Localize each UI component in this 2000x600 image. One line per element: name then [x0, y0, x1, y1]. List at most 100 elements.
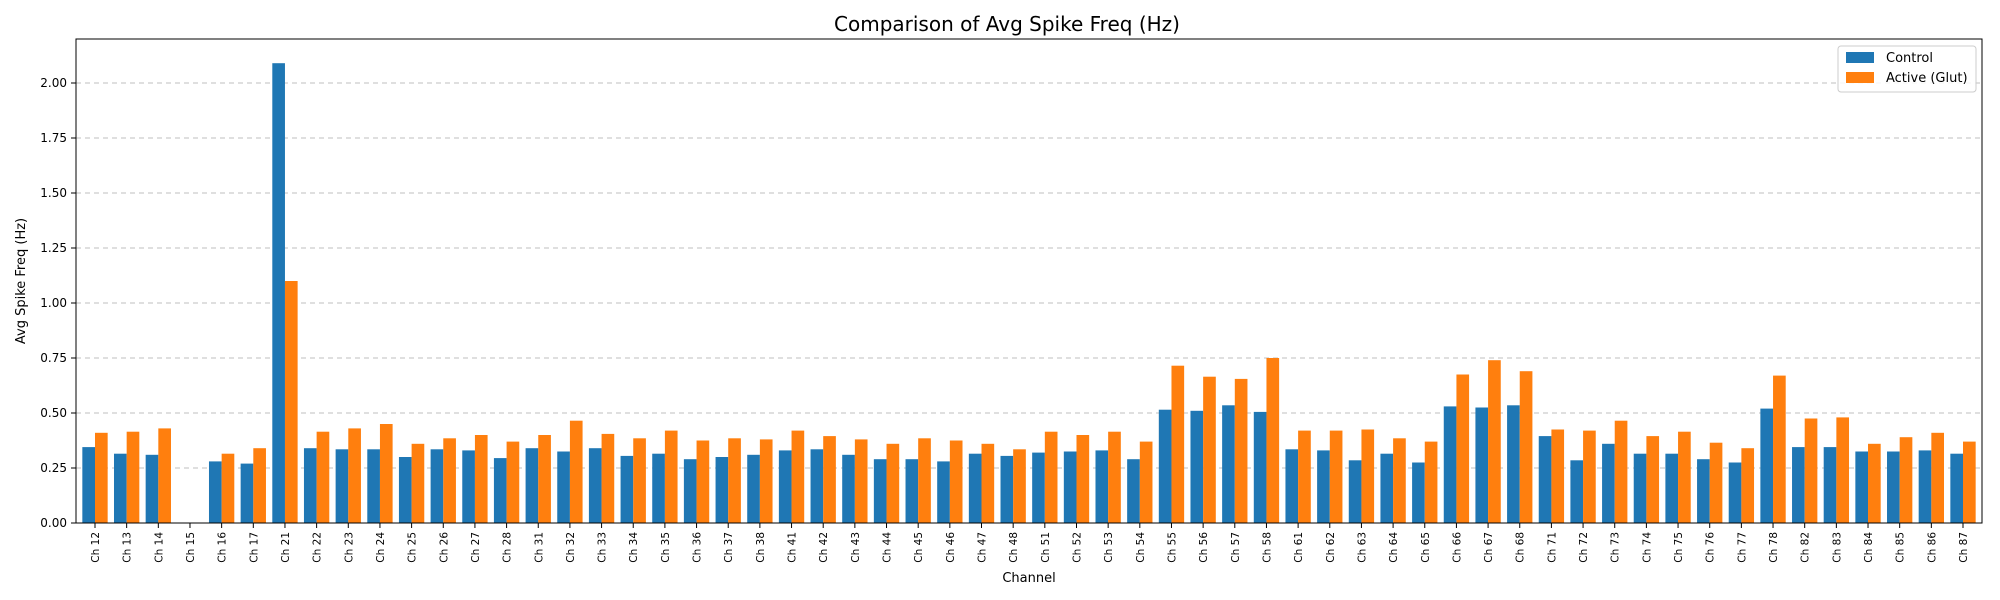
- bar-active-glut: [633, 438, 646, 523]
- y-tick-label: 1.00: [40, 296, 67, 310]
- x-tick-label: Ch 15: [185, 532, 197, 563]
- bar-active-glut: [1709, 442, 1723, 523]
- x-tick-label: Ch 68: [1515, 532, 1527, 563]
- x-tick-label: Ch 72: [1578, 532, 1590, 563]
- bar-active-glut: [94, 432, 108, 523]
- bar-control: [1507, 405, 1520, 523]
- x-tick-label: Ch 71: [1546, 532, 1558, 563]
- x-tick-label: Ch 74: [1641, 532, 1653, 563]
- bar-active-glut: [411, 443, 425, 523]
- x-tick-label: Ch 51: [1040, 532, 1052, 563]
- bar-active-glut: [221, 453, 235, 523]
- x-tick-label: Ch 82: [1800, 532, 1812, 563]
- x-tick-label: Ch 21: [280, 532, 292, 563]
- x-tick-label: Ch 53: [1103, 532, 1115, 563]
- bar-control: [1000, 455, 1014, 523]
- bar-control: [1823, 447, 1837, 523]
- x-tick-label: Ch 37: [723, 532, 735, 563]
- bar-control: [842, 454, 855, 523]
- x-tick-label: Ch 76: [1705, 532, 1717, 563]
- x-tick-label: Ch 47: [977, 532, 989, 563]
- bar-control: [208, 461, 222, 523]
- bar-active-glut: [506, 441, 520, 523]
- bar-active-glut: [474, 435, 488, 523]
- bar-control: [1538, 436, 1552, 523]
- bar-active-glut: [1013, 449, 1026, 523]
- bar-control: [1855, 451, 1869, 523]
- bar-control: [620, 455, 634, 523]
- bar-control: [588, 448, 602, 523]
- bar-control: [715, 457, 729, 523]
- bar-active-glut: [1171, 365, 1185, 523]
- bar-control: [1190, 410, 1204, 523]
- bar-control: [145, 454, 159, 523]
- x-tick-label: Ch 24: [375, 532, 387, 563]
- y-tick-label: 1.75: [40, 131, 67, 145]
- bar-active-glut: [126, 431, 140, 523]
- x-axis: Ch 12 Ch 13 Ch 14 Ch 15 Ch 16 Ch 17 Ch 21 Ch 22…: [90, 523, 1970, 563]
- bar-control: [968, 453, 982, 523]
- legend: Control Active (Glut): [1837, 45, 1977, 93]
- bar-active-glut: [1583, 430, 1596, 523]
- bar-control: [778, 450, 792, 523]
- bar-control: [493, 458, 507, 523]
- x-tick-label: Ch 31: [533, 532, 545, 563]
- x-tick-label: Ch 16: [217, 532, 229, 563]
- x-tick-label: Ch 56: [1198, 532, 1210, 563]
- bars: [82, 63, 1976, 523]
- x-tick-label: Ch 62: [1325, 532, 1337, 563]
- bar-active-glut: [316, 431, 330, 523]
- bar-control: [430, 449, 444, 523]
- bar-active-glut: [728, 438, 741, 523]
- bar-control: [1285, 449, 1299, 523]
- legend-label-control: Control: [1886, 51, 1933, 66]
- bar-control: [272, 63, 285, 523]
- x-tick-label: Ch 52: [1071, 532, 1083, 563]
- bar-active-glut: [1836, 417, 1850, 523]
- bar-active-glut: [1646, 436, 1660, 523]
- bar-control: [1095, 450, 1109, 523]
- bar-control: [1158, 409, 1172, 523]
- bar-active-glut: [664, 430, 678, 523]
- x-tick-label: Ch 12: [90, 532, 102, 563]
- bar-control: [1127, 459, 1140, 523]
- bar-active-glut: [601, 433, 615, 523]
- x-tick-label: Ch 86: [1926, 532, 1938, 563]
- legend-label-active-glut: Active (Glut): [1886, 71, 1968, 86]
- bar-active-glut: [1963, 441, 1976, 523]
- bar-control: [367, 449, 380, 523]
- bar-control: [1728, 462, 1742, 523]
- x-tick-label: Ch 43: [850, 532, 862, 563]
- y-axis-label: Avg Spike Freq (Hz): [14, 218, 29, 344]
- plot-frame: [75, 38, 1983, 524]
- x-tick-label: Ch 77: [1736, 532, 1748, 563]
- bar-active-glut: [1108, 431, 1121, 523]
- bar-active-glut: [791, 430, 805, 523]
- bar-control: [557, 451, 570, 523]
- legend-swatch-active-glut: [1846, 72, 1874, 83]
- x-tick-label: Ch 26: [438, 532, 450, 563]
- x-tick-label: Ch 45: [913, 532, 925, 563]
- grid-lines: [76, 82, 1982, 524]
- bar-active-glut: [1393, 438, 1406, 523]
- bar-active-glut: [1203, 376, 1216, 523]
- bar-active-glut: [1266, 358, 1280, 523]
- bar-control: [398, 457, 412, 523]
- x-tick-label: Ch 66: [1451, 532, 1463, 563]
- y-tick-label: 0.50: [40, 406, 67, 420]
- x-tick-label: Ch 14: [153, 532, 165, 563]
- bar-control: [1063, 451, 1077, 523]
- bar-active-glut: [1488, 360, 1501, 523]
- x-tick-label: Ch 65: [1420, 532, 1432, 563]
- bar-active-glut: [1076, 435, 1090, 523]
- x-tick-label: Ch 33: [597, 532, 609, 563]
- bar-active-glut: [918, 438, 931, 523]
- x-tick-label: Ch 63: [1356, 532, 1368, 563]
- y-tick-label: 1.50: [40, 186, 67, 200]
- bar-active-glut: [158, 428, 171, 523]
- bar-control: [462, 450, 475, 523]
- x-tick-label: Ch 78: [1768, 532, 1780, 563]
- bar-control: [683, 459, 697, 523]
- x-tick-label: Ch 22: [312, 532, 324, 563]
